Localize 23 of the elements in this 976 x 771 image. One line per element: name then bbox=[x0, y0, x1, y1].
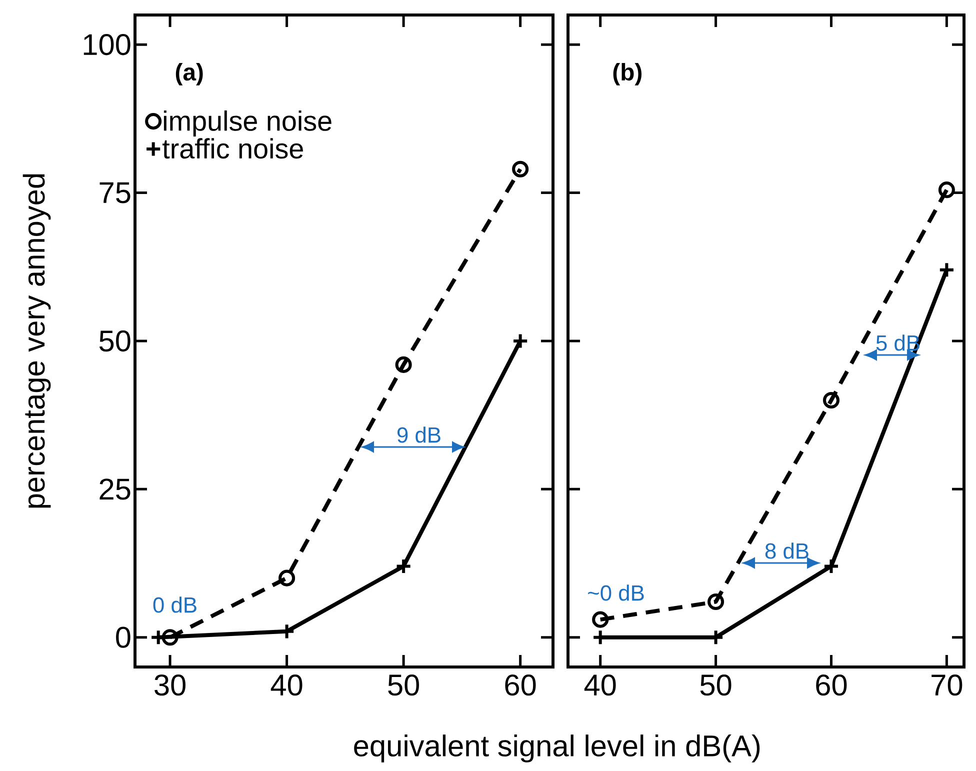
text: (b) bbox=[613, 63, 642, 86]
y-tick-label: 75 bbox=[100, 182, 130, 204]
annotation: ~0 dB bbox=[588, 584, 644, 601]
text: (a) bbox=[176, 63, 203, 86]
x-tick-label: 50 bbox=[388, 674, 420, 696]
x-axis-title: equivalent signal level in dB(A) bbox=[354, 734, 760, 762]
x-tick-label: 40 bbox=[270, 674, 302, 696]
x-tick-label: 40 bbox=[584, 674, 616, 696]
annotation: 0 dB bbox=[153, 596, 196, 613]
y-tick-label: 25 bbox=[100, 478, 130, 500]
x-tick-label: 30 bbox=[154, 674, 186, 696]
x-tick-label: 60 bbox=[505, 674, 536, 696]
y-tick-label: 100 bbox=[84, 34, 130, 56]
annotation: 8 dB bbox=[765, 542, 808, 559]
x-tick-label: 50 bbox=[700, 674, 732, 696]
x-tick-label: 70 bbox=[932, 674, 962, 696]
legend-label: traffic noise bbox=[162, 138, 303, 159]
x-tick-label: 60 bbox=[816, 674, 847, 696]
legend-label: impulse noise bbox=[164, 110, 332, 136]
y-tick-label: 0 bbox=[116, 626, 130, 648]
y-axis-title: percentage very annoyed bbox=[22, 174, 51, 508]
y-tick-label: 50 bbox=[99, 330, 130, 352]
annotation: 9 dB bbox=[397, 426, 440, 443]
